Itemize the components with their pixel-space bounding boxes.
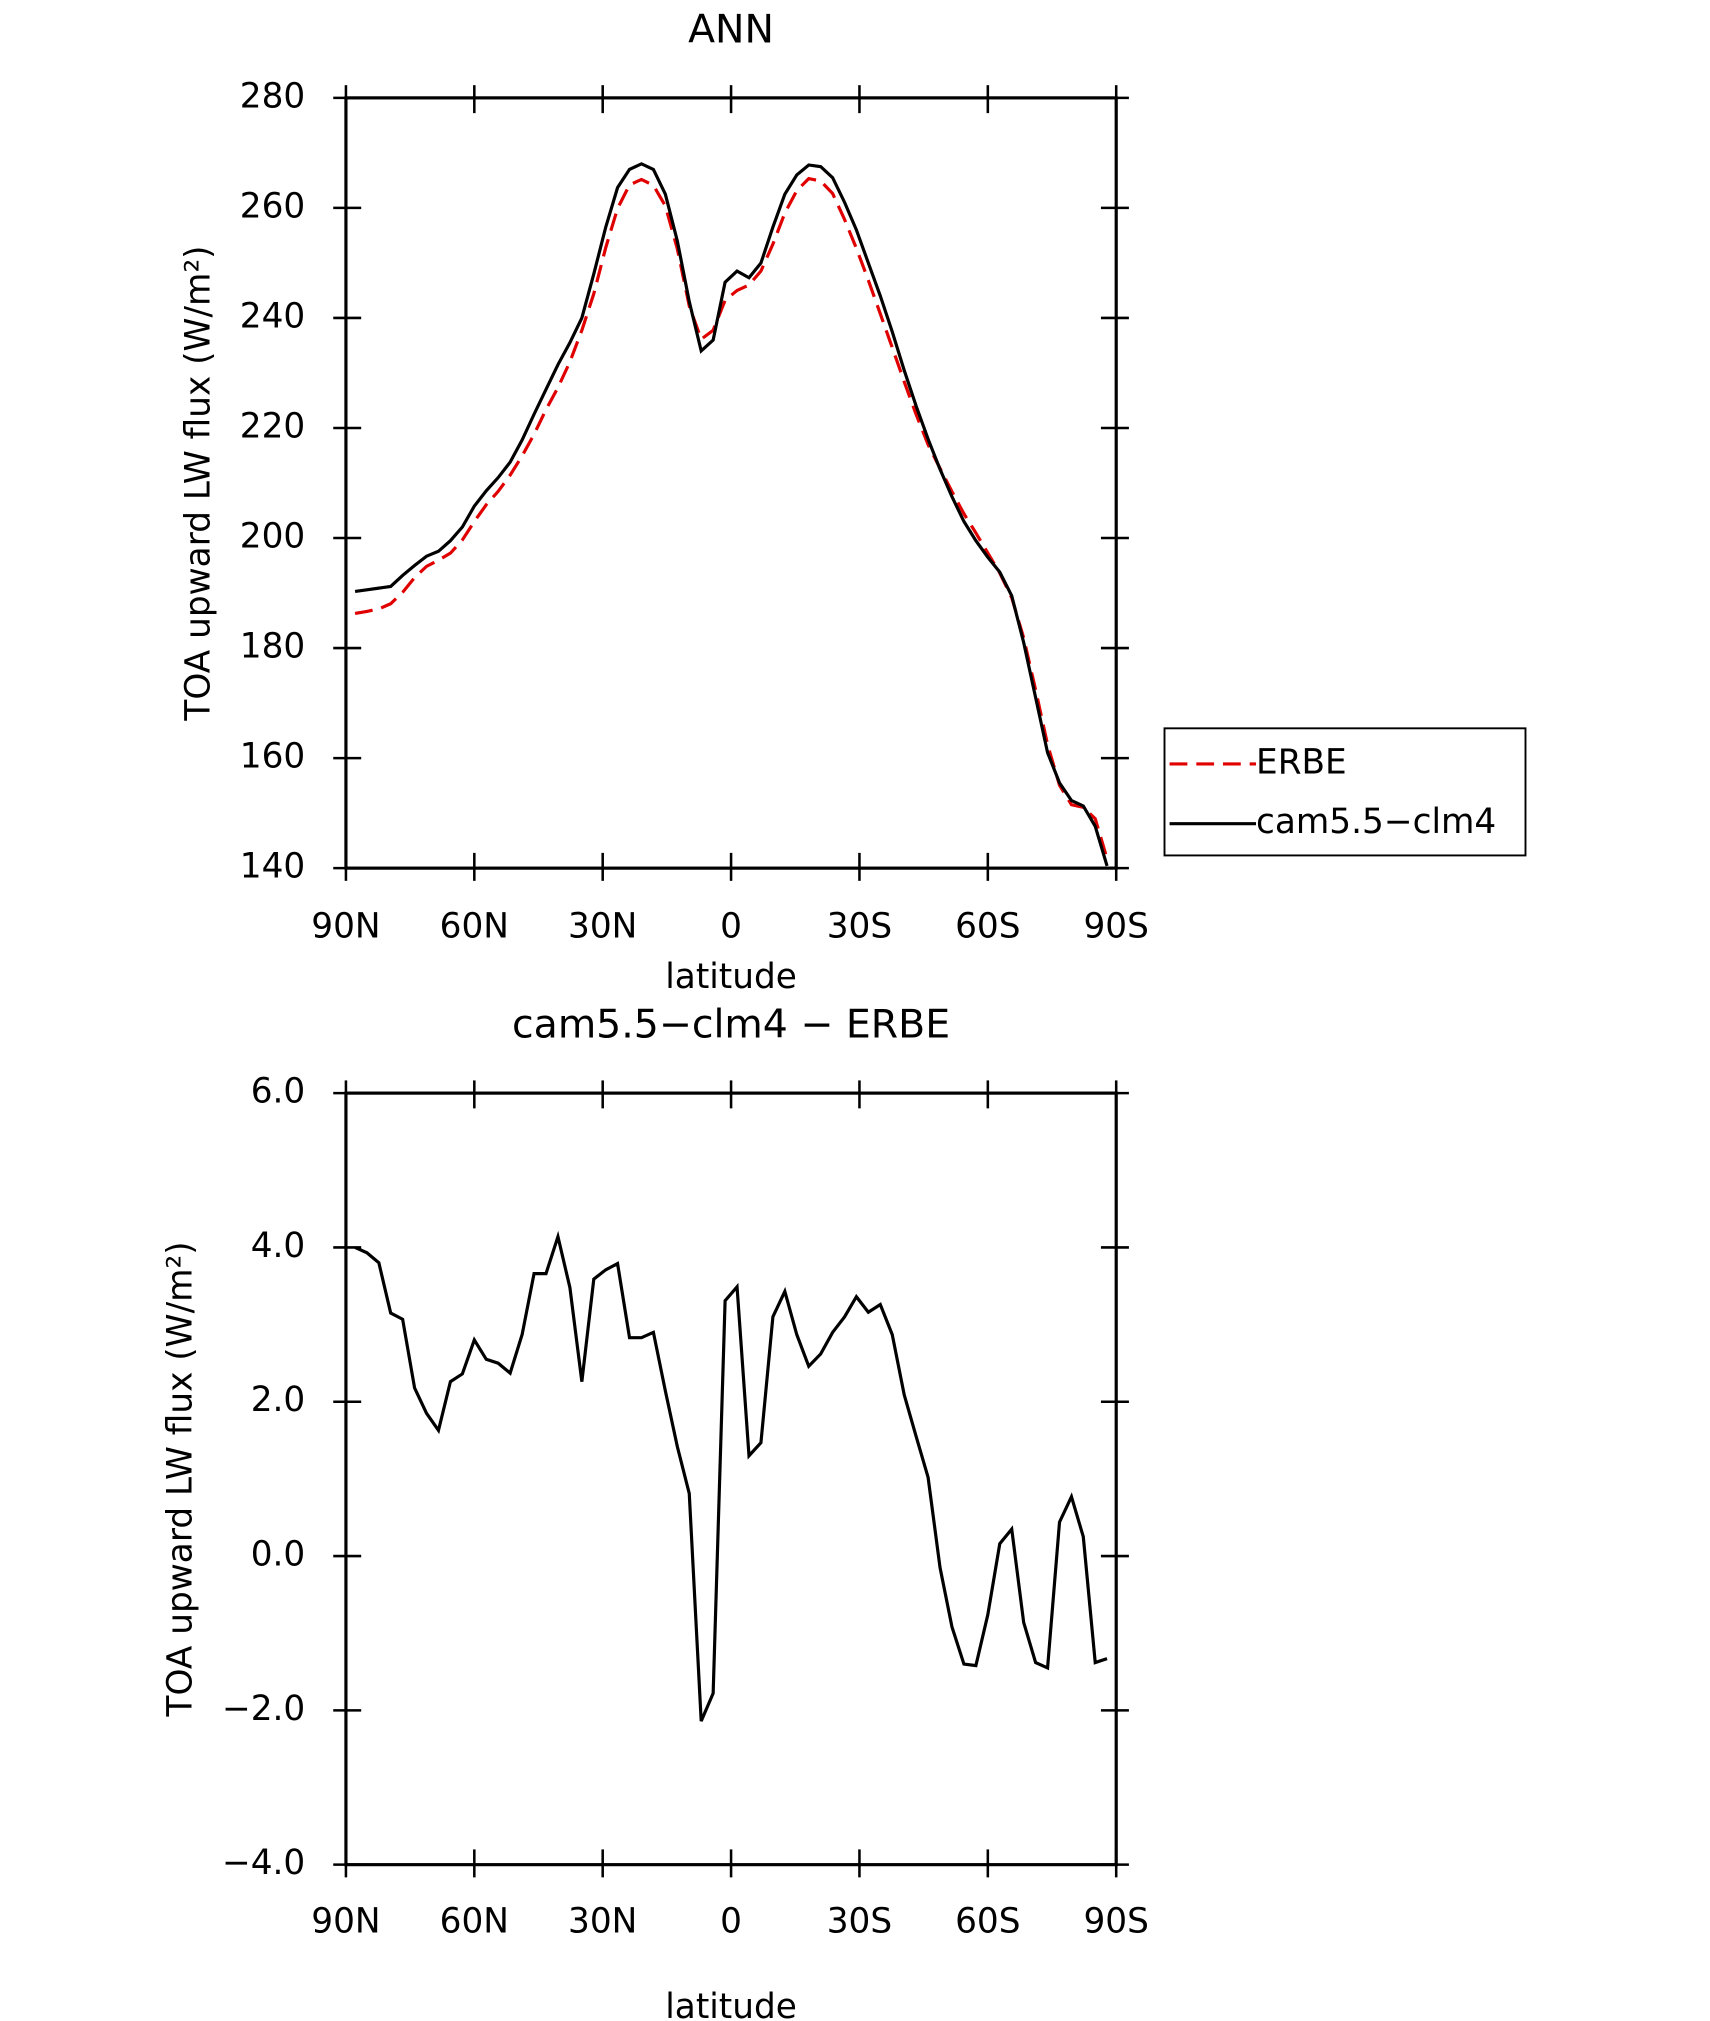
- y-tick-label: 280: [240, 76, 305, 116]
- legend-box: [1163, 727, 1527, 857]
- y-tick-label: 200: [240, 517, 305, 557]
- data-line: [354, 176, 1109, 860]
- x-tick-label: 90N: [311, 1902, 380, 1942]
- y-axis-label: TOA upward LW flux (W/m²): [160, 1241, 200, 1717]
- plot-frame: [344, 96, 1118, 870]
- data-line: [354, 162, 1109, 867]
- x-tick-label: 30S: [827, 1902, 892, 1942]
- y-tick-label: 240: [240, 296, 305, 336]
- x-tick-label: 60S: [955, 1902, 1020, 1942]
- x-tick-label: 60N: [440, 906, 509, 946]
- plot-frame: [344, 1091, 1118, 1867]
- y-tick-label: 140: [240, 847, 305, 887]
- y-tick-label: 220: [240, 406, 305, 446]
- data-line: [354, 1230, 1108, 1722]
- y-tick-label: 0.0: [251, 1535, 306, 1575]
- y-tick-label: −4.0: [222, 1843, 305, 1883]
- legend-label: cam5.5−clm4: [1256, 802, 1496, 842]
- legend-label: ERBE: [1256, 742, 1347, 782]
- chart-title: ANN: [688, 6, 774, 52]
- chart-title: cam5.5−clm4 − ERBE: [512, 1002, 950, 1048]
- x-tick-label: 90N: [311, 906, 380, 946]
- x-tick-label: 0: [720, 906, 742, 946]
- x-axis-label: latitude: [665, 1987, 797, 2021]
- y-tick-label: −2.0: [222, 1689, 305, 1729]
- x-tick-label: 0: [720, 1902, 742, 1942]
- x-tick-label: 60S: [955, 906, 1020, 946]
- x-axis-label: latitude: [665, 957, 797, 997]
- x-tick-label: 60N: [440, 1902, 509, 1942]
- x-tick-label: 30N: [568, 906, 637, 946]
- y-tick-label: 6.0: [251, 1072, 306, 1112]
- y-tick-label: 180: [240, 627, 305, 667]
- x-tick-label: 90S: [1083, 1902, 1148, 1942]
- x-tick-label: 30S: [827, 906, 892, 946]
- y-tick-label: 4.0: [251, 1226, 306, 1266]
- y-axis-label: TOA upward LW flux (W/m²): [178, 245, 218, 721]
- y-tick-label: 260: [240, 186, 305, 226]
- y-tick-label: 2.0: [251, 1380, 306, 1420]
- y-tick-label: 160: [240, 737, 305, 777]
- x-tick-label: 30N: [568, 1902, 637, 1942]
- x-tick-label: 90S: [1083, 906, 1148, 946]
